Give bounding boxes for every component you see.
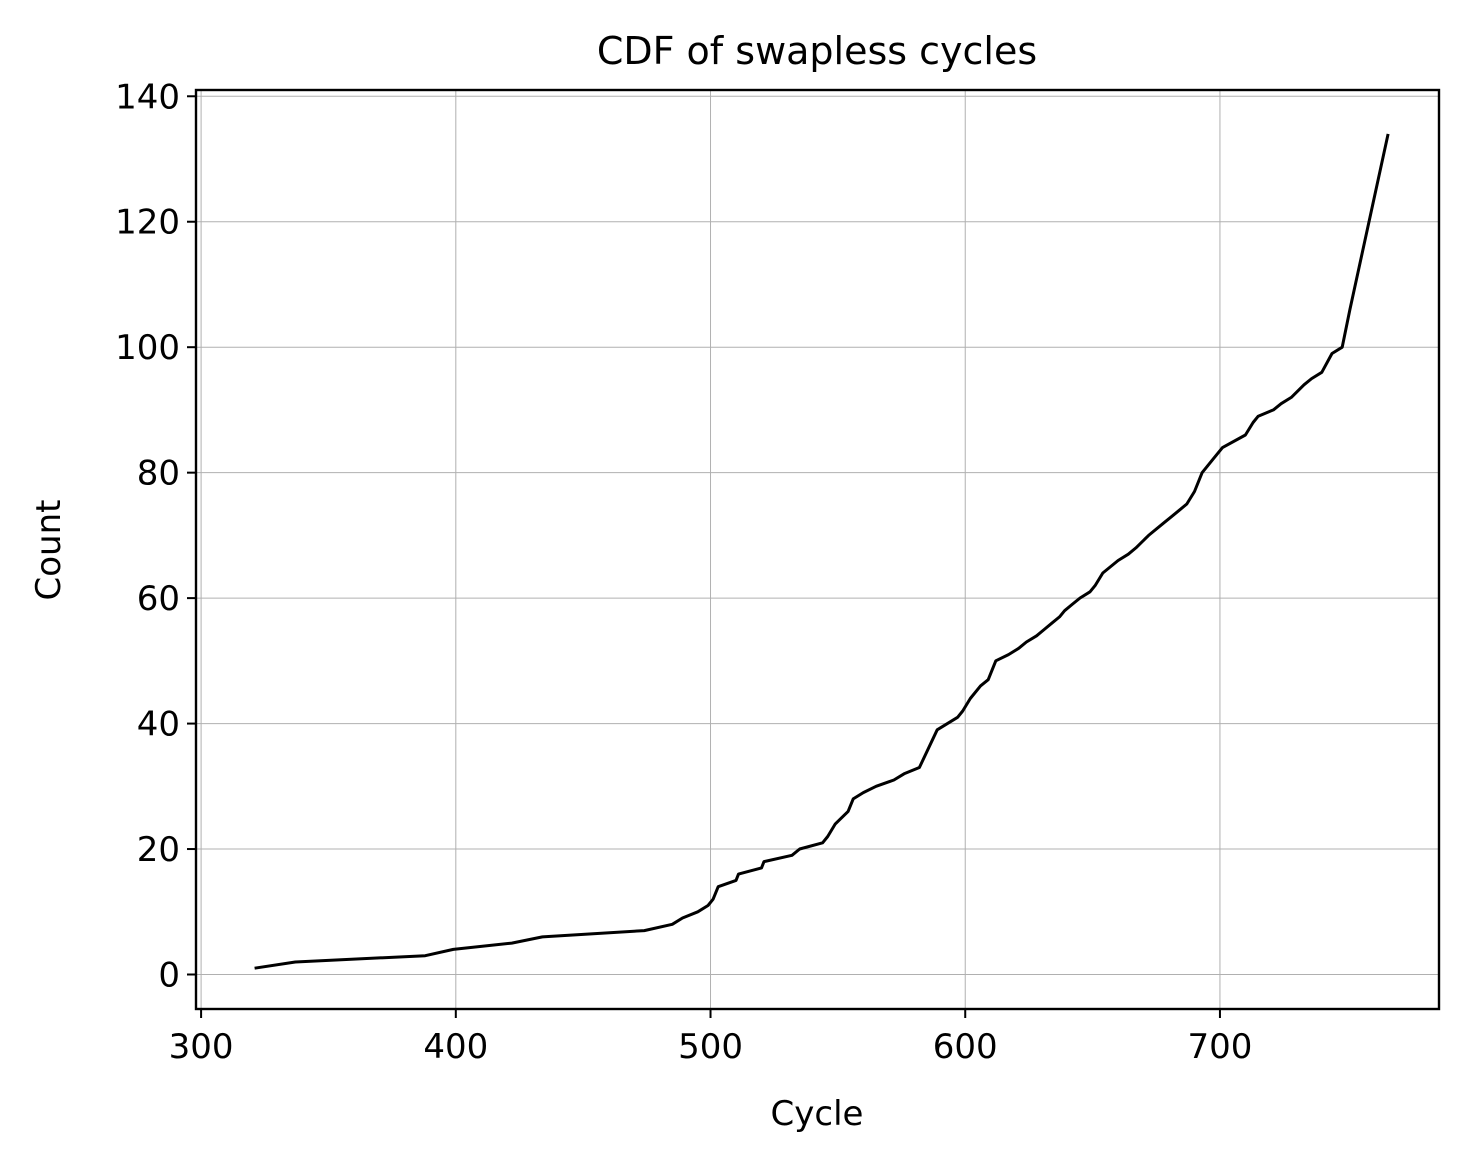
y-axis: 0 20 40 60 80 100 120 140	[115, 77, 196, 995]
plot-frame	[194, 88, 1441, 1011]
x-axis-label: Cycle	[771, 1094, 864, 1134]
y-tick-label: 80	[137, 454, 180, 494]
grid-lines	[196, 90, 1439, 1009]
x-tick-label: 300	[169, 1027, 234, 1067]
y-tick-label: 20	[137, 830, 180, 870]
plot-area	[254, 133, 1390, 970]
y-tick-label: 100	[115, 328, 180, 368]
y-tick-label: 140	[115, 77, 180, 117]
y-tick-label: 40	[137, 705, 180, 745]
y-tick-label: 120	[115, 203, 180, 243]
x-tick-label: 700	[1187, 1027, 1252, 1067]
x-tick-label: 600	[933, 1027, 998, 1067]
cdf-series-line	[254, 133, 1390, 970]
x-tick-label: 400	[423, 1027, 488, 1067]
y-tick-label: 60	[137, 579, 180, 619]
x-axis: 300 400 500 600 700	[169, 1009, 1252, 1067]
y-tick-label: 0	[158, 955, 180, 995]
chart-title: CDF of swapless cycles	[597, 29, 1037, 73]
y-axis-label: Count	[29, 500, 69, 601]
x-tick-label: 500	[678, 1027, 743, 1067]
